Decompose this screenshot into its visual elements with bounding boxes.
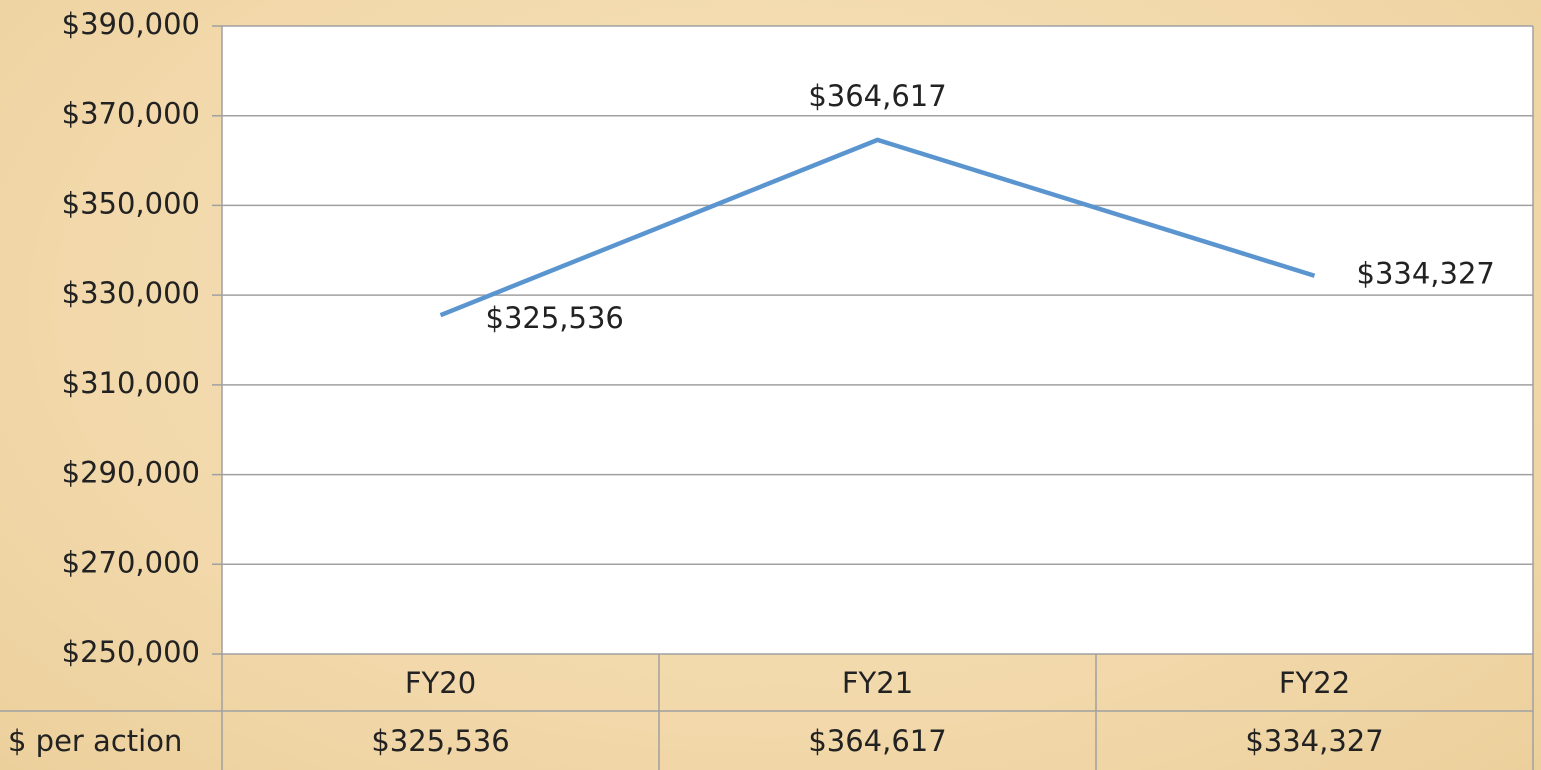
table-row-label: $ per action bbox=[8, 724, 182, 758]
table-cell: $364,617 bbox=[808, 724, 946, 758]
y-tick-label: $310,000 bbox=[62, 366, 200, 400]
table-cell: $325,536 bbox=[371, 724, 509, 758]
y-tick-label: $330,000 bbox=[62, 276, 200, 310]
y-tick-label: $290,000 bbox=[62, 456, 200, 490]
plot-area bbox=[222, 26, 1533, 654]
x-tick-label: FY21 bbox=[842, 666, 913, 700]
x-tick-label: FY20 bbox=[405, 666, 476, 700]
table-cell: $334,327 bbox=[1245, 724, 1383, 758]
x-tick-label: FY22 bbox=[1279, 666, 1350, 700]
y-tick-label: $370,000 bbox=[62, 97, 200, 131]
y-tick-label: $270,000 bbox=[62, 545, 200, 579]
data-label: $334,327 bbox=[1357, 257, 1495, 291]
line-series bbox=[439, 137, 1316, 318]
y-tick-label: $250,000 bbox=[62, 635, 200, 669]
y-tick-label: $390,000 bbox=[62, 7, 200, 41]
data-label: $364,617 bbox=[808, 79, 946, 113]
y-tick-label: $350,000 bbox=[62, 186, 200, 220]
data-label: $325,536 bbox=[486, 301, 624, 335]
